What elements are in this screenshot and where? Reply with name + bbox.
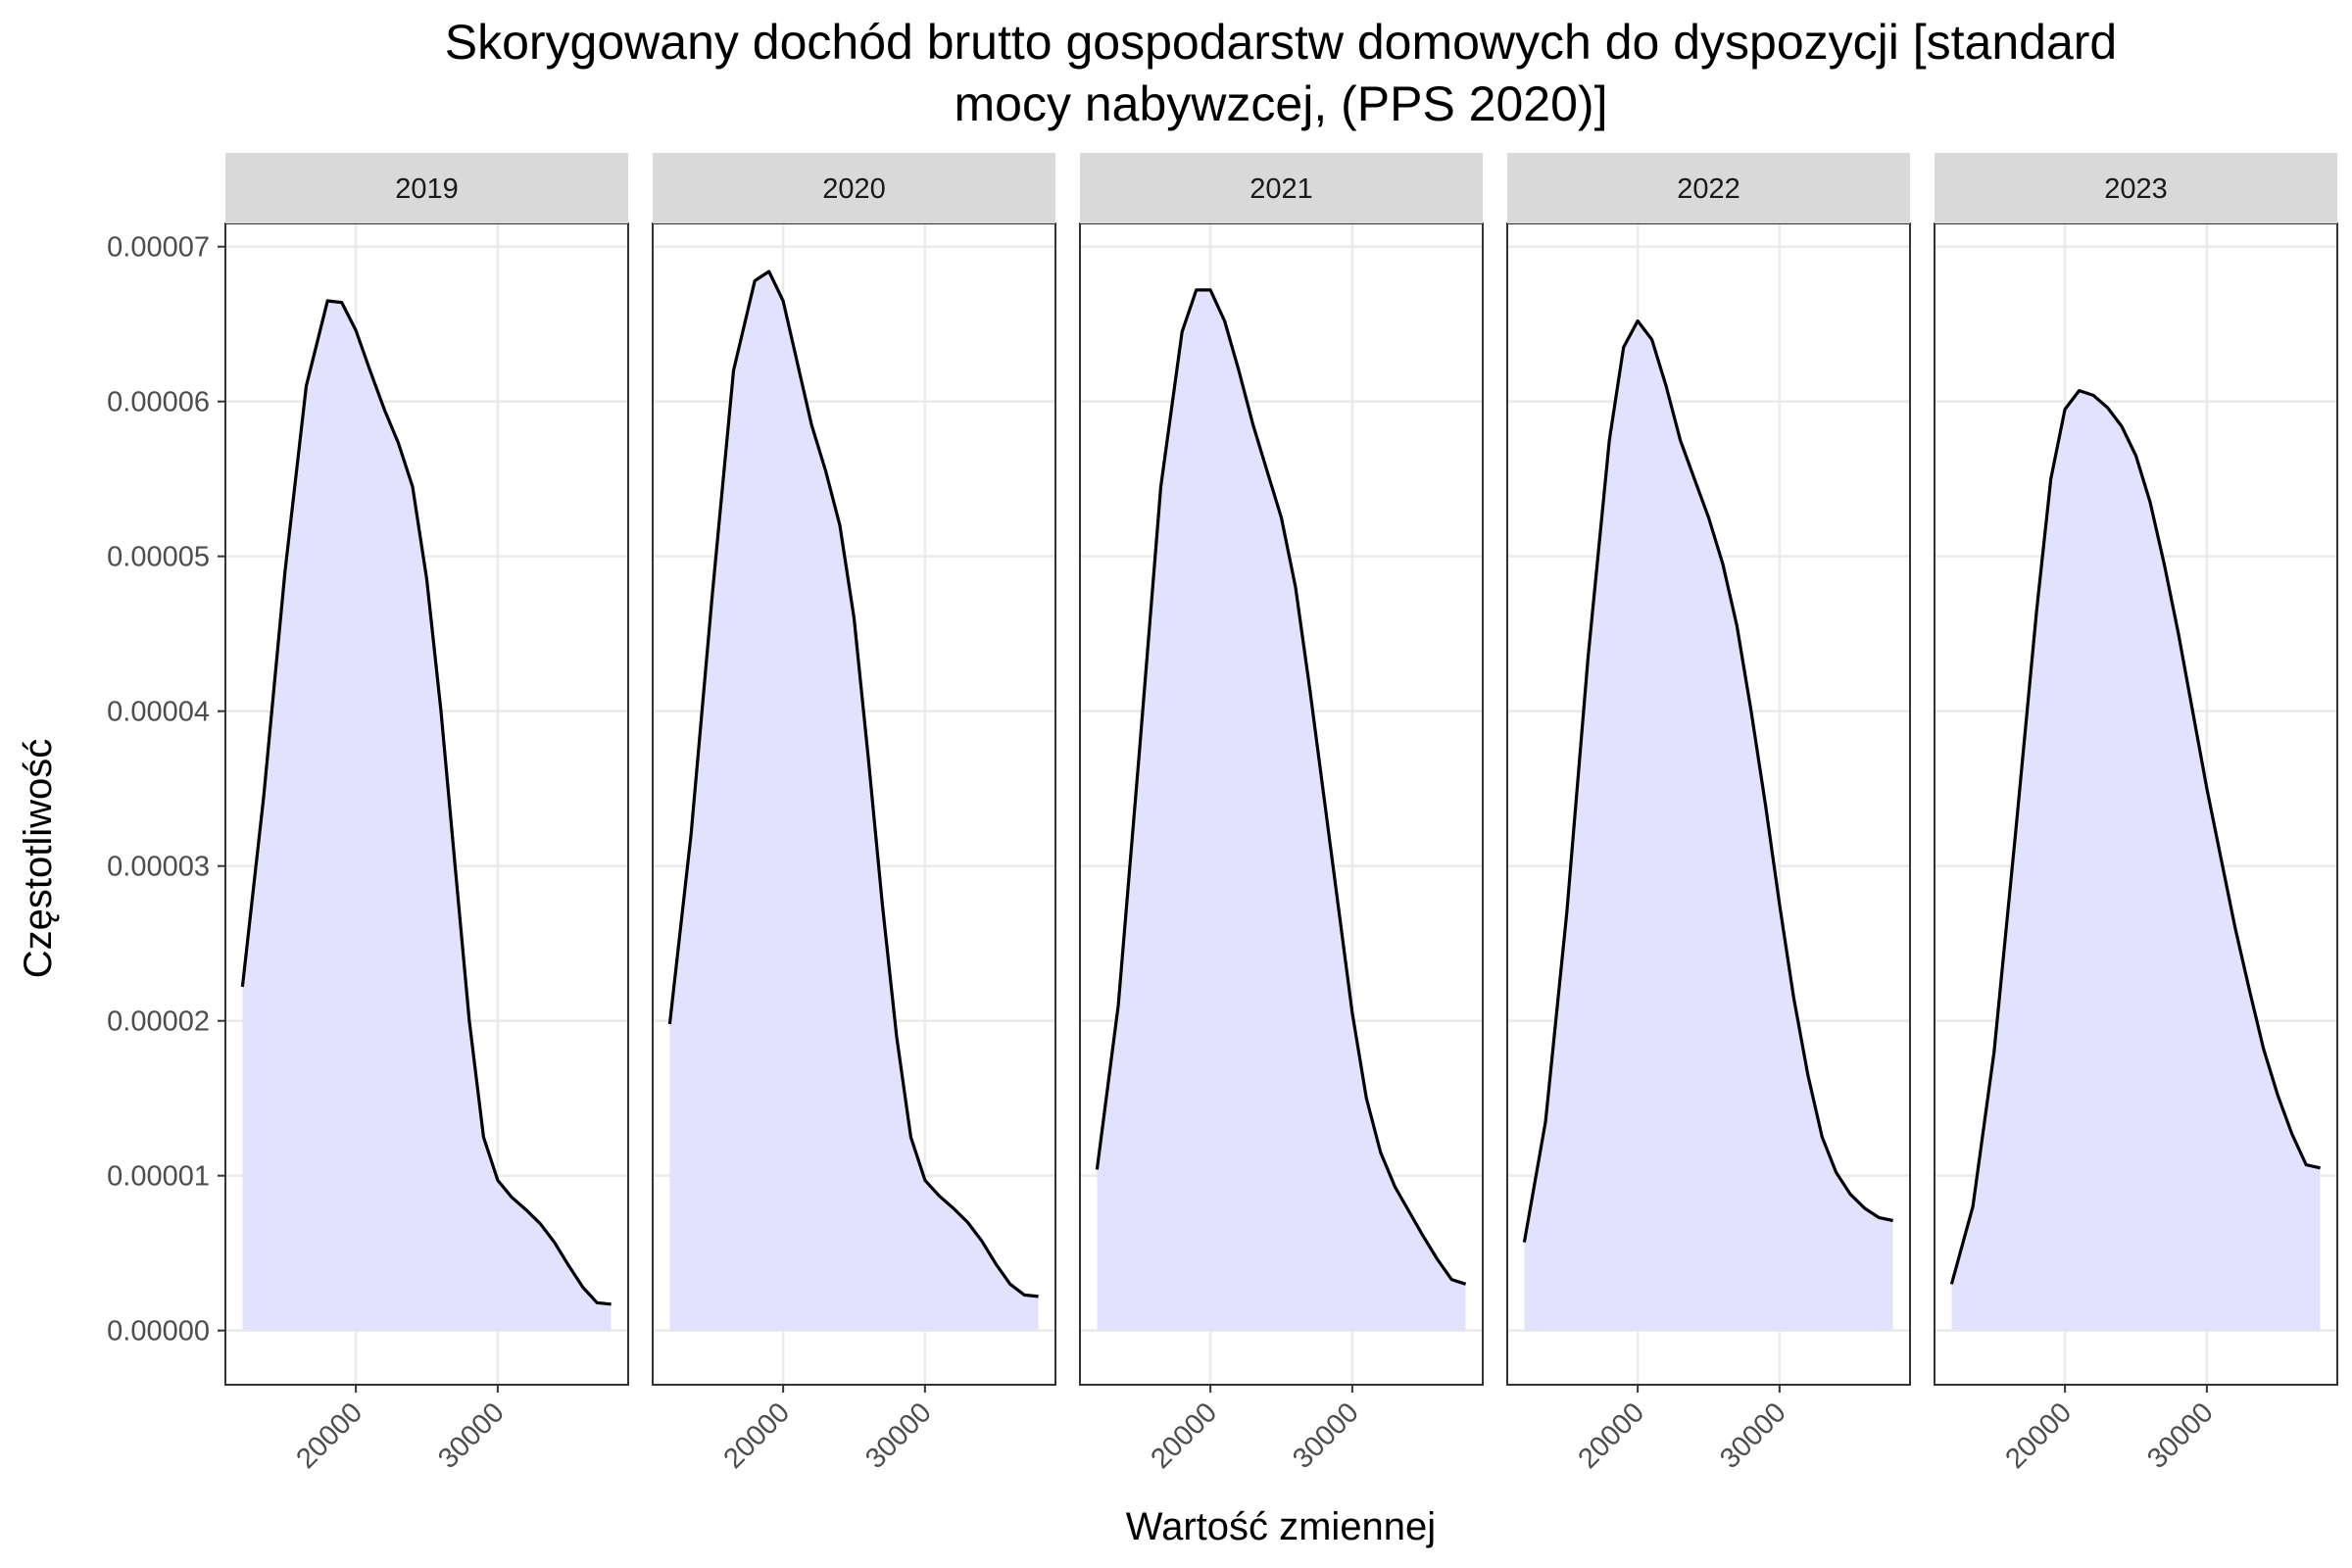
y-tick-label: 0.00005 xyxy=(107,542,210,573)
density-line xyxy=(667,270,1039,1298)
facet-strip xyxy=(1935,153,2337,223)
facet-strip xyxy=(225,153,628,223)
facet-strip-label: 2022 xyxy=(1677,173,1740,205)
facet-strip xyxy=(653,153,1055,223)
y-tick-label: 0.00000 xyxy=(107,1316,210,1348)
x-axis-title: Wartość zmiennej xyxy=(1126,1505,1436,1548)
density-area xyxy=(669,271,1039,1331)
density-line xyxy=(240,299,612,1306)
facet-panels: 0.00000 0.00001 0.00002 0.00003 0.00004 0.000… xyxy=(107,153,2338,1475)
facet-strip xyxy=(1080,153,1483,223)
density-line xyxy=(1522,318,1893,1243)
facet-strip-label: 2020 xyxy=(822,173,886,205)
y-axis-title: Częstotliwość xyxy=(17,739,60,979)
y-tick-label: 0.00004 xyxy=(107,697,210,728)
facet-strip-label: 2023 xyxy=(2104,173,2168,205)
y-tick-label: 0.00007 xyxy=(107,232,210,264)
y-tick-label: 0.00001 xyxy=(107,1161,210,1193)
density-line xyxy=(1095,288,1467,1286)
density-area xyxy=(242,301,612,1331)
facet-strip-label: 2021 xyxy=(1250,173,1313,205)
facet-strip-label: 2019 xyxy=(395,173,459,205)
facet-strip xyxy=(1507,153,1910,223)
density-area xyxy=(1951,390,2321,1331)
density-area xyxy=(1524,320,1893,1331)
chart-title-line-1: Skorygowany dochód brutto gospodarstw do… xyxy=(445,15,2118,70)
y-tick-label: 0.00002 xyxy=(107,1006,210,1038)
y-tick-label: 0.00003 xyxy=(107,852,210,883)
density-line xyxy=(1949,389,2321,1285)
chart-title-line-2: mocy nabywzcej, (PPS 2020)] xyxy=(955,76,1608,131)
y-tick-label: 0.00006 xyxy=(107,387,210,418)
density-area xyxy=(1097,289,1466,1331)
